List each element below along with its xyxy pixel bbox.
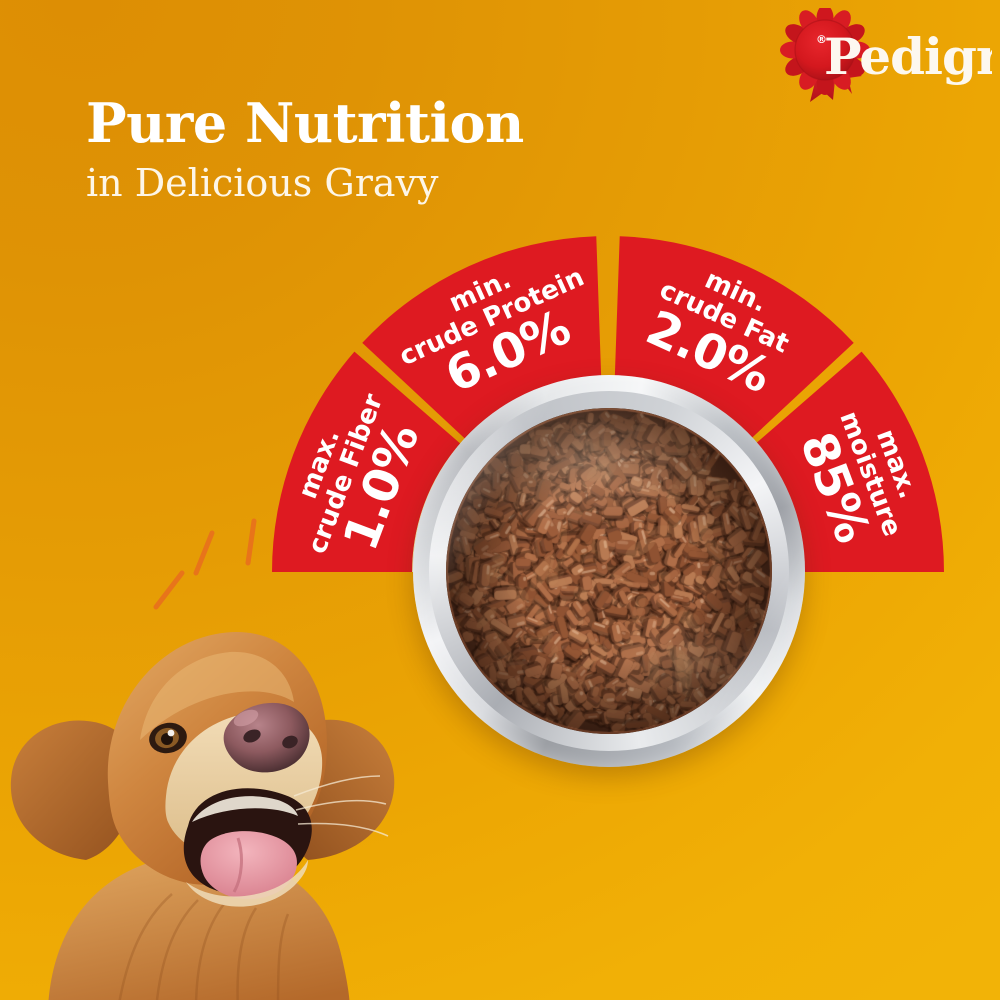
dog-nostril-right bbox=[282, 735, 298, 749]
dog-eye-left bbox=[149, 722, 187, 754]
dog-nostril-left bbox=[243, 729, 261, 743]
bowl-basin bbox=[446, 408, 772, 734]
segment-nutrient: crude Fat bbox=[655, 275, 793, 360]
spark-line-3 bbox=[245, 518, 257, 566]
dog-tongue bbox=[200, 831, 297, 900]
food-chunks bbox=[446, 408, 772, 734]
segment-nutrient: crude Protein bbox=[395, 262, 589, 372]
pedigree-logo[interactable]: ® Pedigree bbox=[780, 8, 992, 104]
dog-ear-left bbox=[10, 720, 137, 860]
segment-qualifier: max. bbox=[870, 425, 923, 502]
dog-forehead-highlight bbox=[140, 651, 294, 740]
segment-nutrient: moisture bbox=[833, 407, 907, 540]
brand-wordmark: Pedigree bbox=[824, 27, 992, 86]
segment-qualifier: max. bbox=[293, 425, 346, 502]
dog-whiskers bbox=[293, 775, 389, 837]
dog-tongue-crease bbox=[232, 837, 243, 893]
segment-nutrient: crude Fiber bbox=[302, 390, 389, 558]
spark-line-1 bbox=[153, 570, 185, 610]
dog-food-bowl bbox=[413, 375, 805, 767]
headline-block: Pure Nutrition in Delicious Gravy bbox=[86, 91, 706, 206]
golden-retriever-dog bbox=[0, 560, 430, 1000]
segment-qualifier: min. bbox=[445, 265, 516, 319]
segment-qualifier: min. bbox=[700, 265, 771, 319]
dog-lower-jaw bbox=[186, 860, 308, 907]
spark-line-2 bbox=[193, 530, 215, 576]
registered-mark: ® bbox=[816, 33, 827, 46]
dog-nose-highlight bbox=[233, 709, 259, 727]
excitement-lines bbox=[150, 505, 300, 615]
dog-ruff-strands bbox=[118, 893, 290, 1000]
page-subtitle: in Delicious Gravy bbox=[86, 161, 439, 206]
dog-teeth-upper bbox=[192, 796, 298, 822]
rosette-petals bbox=[780, 8, 870, 95]
page-title: Pure Nutrition bbox=[86, 91, 524, 155]
